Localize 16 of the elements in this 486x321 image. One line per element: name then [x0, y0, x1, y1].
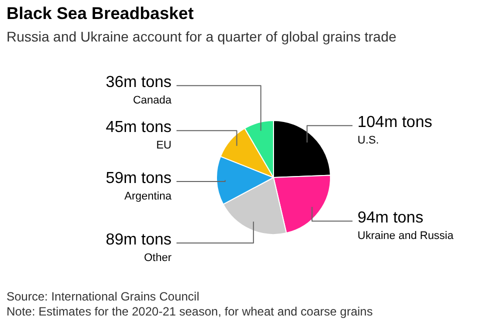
chart-subtitle: Russia and Ukraine account for a quarter of global grains trade	[6, 28, 397, 44]
slice-label: Ukraine and Russia	[358, 230, 454, 242]
slice-label: Other	[144, 252, 172, 264]
chart-title: Black Sea Breadbasket	[6, 4, 194, 23]
data-label: 89m tons	[106, 232, 172, 249]
source-note: Source: International Grains Council	[6, 290, 200, 304]
slice-label: Canada	[132, 94, 172, 107]
slice-label: EU	[156, 140, 172, 152]
text: Note: Estimates for the 2020-21 season, for wheat and coarse grains	[6, 304, 373, 318]
data-label: 45m tons	[106, 119, 172, 136]
slice-label: Argentina	[124, 190, 172, 202]
data-label: 104m tons	[358, 114, 432, 132]
data-label: 36m tons	[106, 74, 172, 92]
data-label: 94m tons	[358, 210, 424, 227]
data-label: 59m tons	[106, 170, 172, 187]
slice-label: U.S.	[358, 134, 379, 147]
